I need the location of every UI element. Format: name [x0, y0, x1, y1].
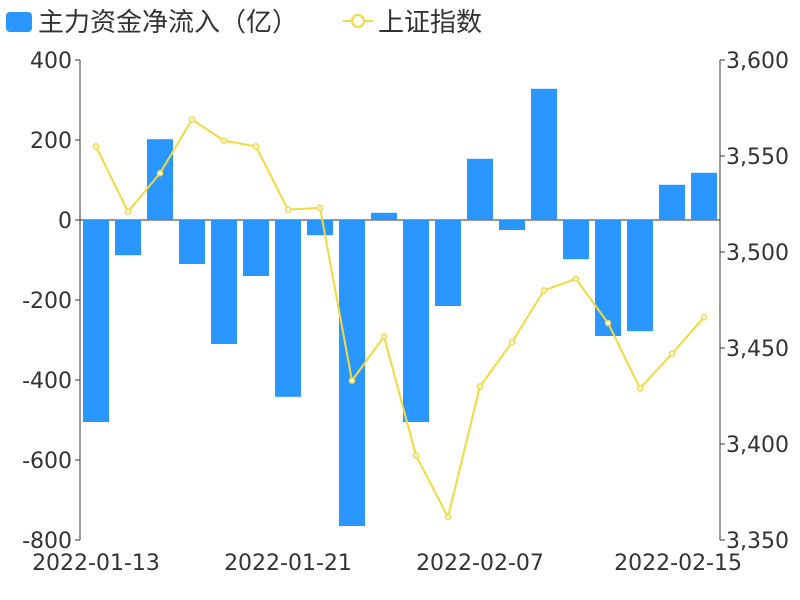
bar: [211, 220, 237, 344]
x-tick-label: 2022-01-21: [224, 551, 352, 576]
bar: [115, 220, 141, 256]
line-series: [92, 116, 708, 521]
bar: [531, 88, 557, 220]
bar: [467, 158, 493, 220]
legend-line-label: 上证指数: [378, 8, 482, 38]
line-point: [444, 513, 452, 521]
line-point: [348, 377, 356, 384]
bar: [275, 220, 301, 397]
bar: [595, 220, 621, 336]
bar: [307, 220, 333, 236]
legend: 主力资金净流入（亿） 上证指数: [6, 8, 482, 38]
legend-bar-label: 主力资金净流入（亿）: [38, 8, 298, 38]
y-left-tick-label: -800: [22, 529, 72, 554]
line-point: [412, 452, 420, 459]
line-point: [572, 275, 580, 283]
y-left-tick-label: 0: [58, 209, 72, 234]
bar-series: [83, 88, 717, 526]
y-right-tick-label: 3,500: [726, 241, 789, 266]
y-left-tick-label: 200: [30, 129, 72, 154]
line-point: [220, 137, 228, 144]
legend-line-marker: [351, 14, 365, 28]
y-left-tick-label: 400: [30, 49, 72, 74]
line-point: [124, 208, 132, 215]
y-right-tick-label: 3,400: [726, 433, 789, 458]
bar: [627, 220, 653, 332]
line-path: [95, 118, 705, 520]
line-point: [476, 383, 484, 390]
bar: [83, 220, 109, 422]
y-right-tick-label: 3,350: [726, 529, 789, 554]
y-left-tick-label: -600: [22, 449, 72, 474]
line-point: [252, 143, 260, 150]
bar: [435, 220, 461, 306]
line-point: [284, 206, 292, 214]
bar: [371, 212, 397, 220]
bar: [659, 184, 685, 220]
line-point: [668, 350, 676, 358]
x-tick-label: 2022-01-13: [32, 551, 160, 576]
bar: [147, 139, 173, 220]
line-point: [92, 143, 100, 150]
bar: [243, 220, 269, 276]
legend-bar-swatch: [6, 12, 32, 32]
y-right-tick-label: 3,600: [726, 49, 789, 74]
line-point: [604, 319, 612, 327]
x-tick-label: 2022-02-15: [614, 551, 742, 576]
line-point: [188, 116, 196, 123]
line-point: [508, 338, 516, 346]
bar: [179, 220, 205, 264]
line-point: [156, 170, 164, 177]
bar: [563, 220, 589, 260]
bar: [403, 220, 429, 422]
y-left-tick-label: -200: [22, 289, 72, 314]
bar: [339, 220, 365, 526]
bar: [499, 220, 525, 230]
x-tick-label: 2022-02-07: [416, 551, 544, 576]
line-point: [636, 385, 644, 392]
line-point: [540, 287, 548, 294]
axes: 400 200 0 -200 -400 -600 -800 3,600 3,550 3,500 3,…: [22, 49, 789, 576]
y-right-tick-label: 3,450: [726, 337, 789, 362]
line-point: [316, 204, 324, 212]
bar: [691, 172, 717, 220]
line-point: [380, 333, 388, 340]
line-point: [700, 314, 708, 321]
y-left-tick-label: -400: [22, 369, 72, 394]
y-right-tick-label: 3,550: [726, 145, 789, 170]
